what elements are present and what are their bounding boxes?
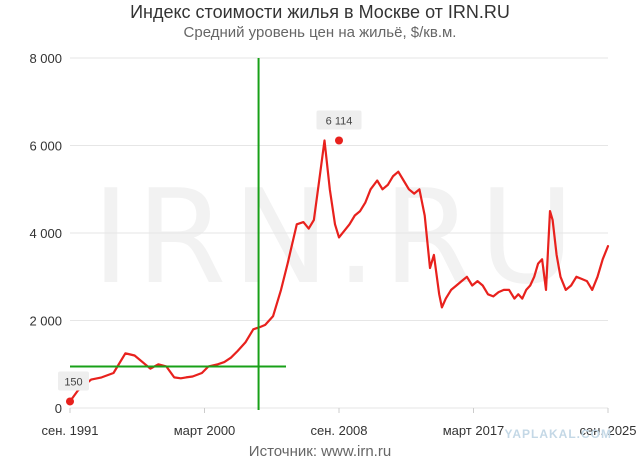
line-chart: IRN.RU 0 2 000 4 000 6 000 8 000 сен. 1991 ма… <box>29 51 637 441</box>
corner-watermark: YAPLAKAL.COM <box>504 427 612 441</box>
data-label-box <box>58 371 89 391</box>
data-point <box>335 136 343 145</box>
y-tick-label: 0 <box>55 401 62 416</box>
x-tick-label: сен. 1991 <box>41 423 98 438</box>
data-point <box>66 397 74 406</box>
x-tick-label: сен. 2025 <box>579 423 636 438</box>
chart-subtitle: Средний уровень цен на жильё, $/кв.м. <box>183 24 457 41</box>
x-tick-label: сен. 2008 <box>310 423 367 438</box>
y-tick-label: 8 000 <box>29 51 62 66</box>
data-label: 150 <box>64 376 82 388</box>
x-axis: сен. 1991 март 2000 сен. 2008 март 2017 сен.… <box>41 408 637 438</box>
y-tick-label: 6 000 <box>29 139 62 154</box>
data-label-box <box>316 110 362 130</box>
data-label: 6 114 <box>326 116 353 128</box>
crosshair <box>70 58 286 410</box>
y-tick-label: 4 000 <box>29 226 62 241</box>
y-axis: 0 2 000 4 000 6 000 8 000 <box>29 51 62 416</box>
x-tick-label: март 2017 <box>443 423 505 438</box>
watermark: IRN.RU <box>92 161 581 313</box>
gridlines <box>70 57 608 409</box>
x-tick-label: март 2000 <box>174 423 236 438</box>
series-layer <box>68 139 610 403</box>
chart-title: Индекс стоимости жилья в Москве от IRN.R… <box>130 2 510 22</box>
source-note: Источник: www.irn.ru <box>248 443 392 460</box>
y-tick-label: 2 000 <box>29 314 62 329</box>
point-labels: 150 6 114 <box>58 110 362 406</box>
series-line <box>68 139 610 403</box>
